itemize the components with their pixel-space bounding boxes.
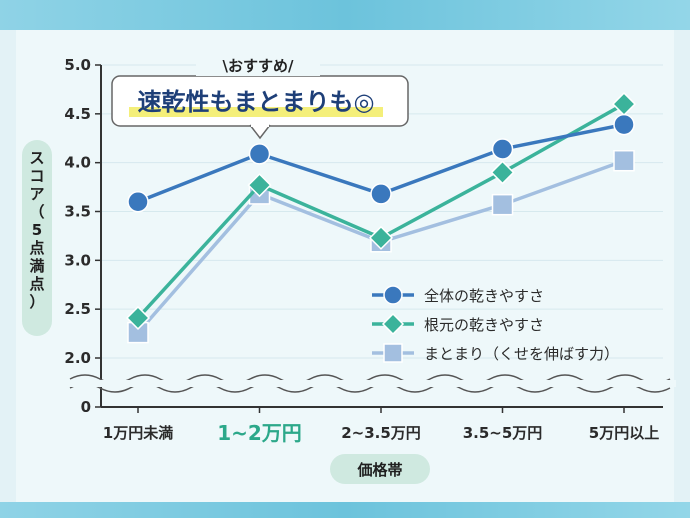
x-tick-label: 1万円未満 <box>103 424 173 442</box>
data-point <box>125 305 151 331</box>
data-point <box>127 190 149 213</box>
data-point <box>611 92 637 117</box>
callout-pointer <box>249 124 271 140</box>
callout-small-bg <box>196 56 320 76</box>
grid-lines <box>101 64 663 359</box>
axis-break-gap <box>66 380 676 387</box>
y-tick-label: 5.0 <box>64 56 91 74</box>
y-tick-label: 4.0 <box>64 154 91 172</box>
x-tick-label: 5万円以上 <box>589 424 659 442</box>
legend-item: まとまり（くせを伸ばす力） <box>372 343 619 363</box>
bottom-band <box>0 502 690 518</box>
data-point <box>613 149 635 172</box>
x-axis-label-pill <box>330 454 430 484</box>
data-point <box>490 160 515 185</box>
y-tick-label: 2.5 <box>64 300 91 318</box>
y-axis-label: スコア（ 5 点満点） <box>29 149 44 311</box>
legend-marker <box>381 312 405 336</box>
callout-big-text: 速乾性もまとまりも◎ <box>138 88 375 116</box>
x-tick-label: 1~2万円 <box>217 421 302 445</box>
y-tick-labels: 5.0 4.5 4.0 3.5 3.0 2.5 2.0 0 <box>64 56 101 416</box>
legend-label: 全体の乾きやすさ <box>424 287 544 305</box>
data-point <box>613 113 635 136</box>
callout-small-text: \おすすめ/ <box>223 57 294 75</box>
series-layer <box>125 92 637 344</box>
data-point <box>368 225 394 250</box>
x-axis-label: 価格帯 <box>356 461 402 479</box>
y-tick-label: 4.5 <box>64 105 91 123</box>
y-tick-label: 0 <box>81 398 91 416</box>
data-point <box>370 183 392 205</box>
series-2 <box>125 92 637 331</box>
data-point <box>491 138 514 160</box>
data-point <box>491 193 514 216</box>
legend-marker <box>383 343 403 363</box>
legend-item: 全体の乾きやすさ <box>372 285 544 305</box>
x-tick-label: 2~3.5万円 <box>341 424 421 442</box>
legend-marker <box>383 285 403 305</box>
recommend-callout: \おすすめ/ 速乾性もまとまりも◎ <box>111 56 409 140</box>
x-tick-label: 3.5~5万円 <box>463 424 543 442</box>
callout-pointer-mask <box>251 122 269 127</box>
legend-label: まとまり（くせを伸ばす力） <box>424 345 619 363</box>
top-band <box>0 0 690 30</box>
series-1 <box>127 113 635 213</box>
y-tick-label: 3.5 <box>64 203 91 221</box>
y-tick-label: 3.0 <box>64 251 91 269</box>
x-tick-labels: 1万円未満 1~2万円 2~3.5万円 3.5~5万円 5万円以上 <box>103 407 659 445</box>
legend-item: 根元の乾きやすさ <box>372 312 544 336</box>
y-tick-label: 2.0 <box>64 349 91 367</box>
y-axis-label-pill <box>22 140 52 336</box>
data-point <box>248 143 271 165</box>
legend-label: 根元の乾きやすさ <box>424 316 544 334</box>
callout-highlight <box>129 107 383 117</box>
data-point <box>247 173 272 198</box>
